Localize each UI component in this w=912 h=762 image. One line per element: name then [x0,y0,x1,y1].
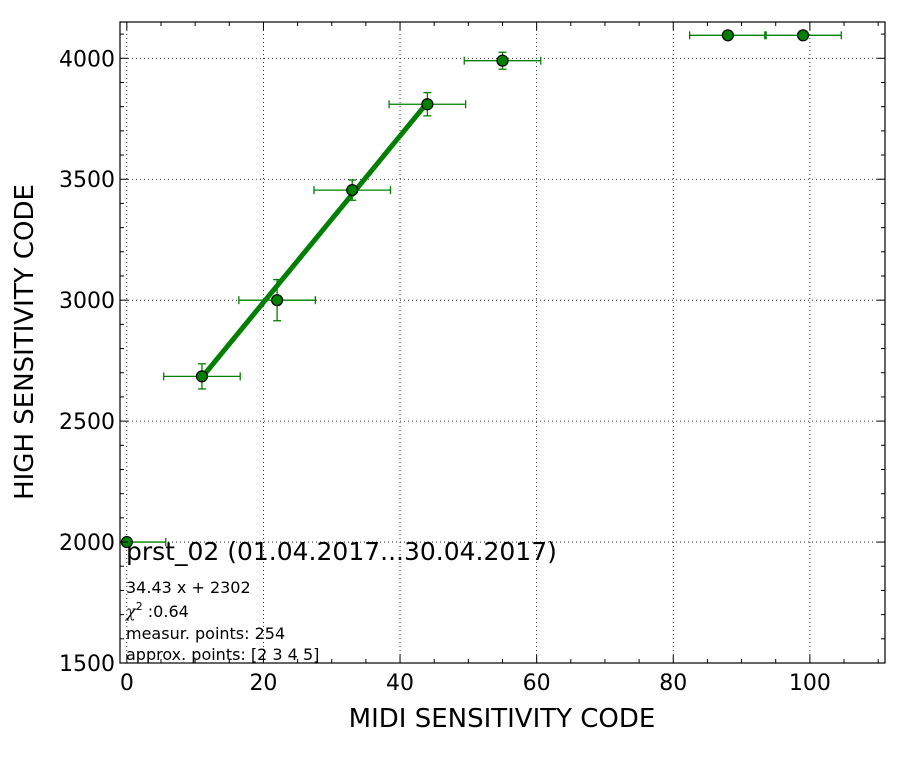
ticks: 0 20 40 60 80 100 1500 2000 2500 3000 3500 4000 [59,22,885,696]
annotation-title: prst_02 (01.04.2017...30.04.2017) [126,537,557,566]
y-tick-label: 3000 [59,289,115,314]
chi-superscript: 2 [136,600,143,613]
grid [120,22,885,663]
x-tick-label: 40 [386,671,414,696]
fit-line [199,100,430,380]
x-tick-label: 20 [249,671,277,696]
data-point [195,370,209,383]
plot-data [120,29,842,549]
data-point [270,294,284,307]
data-point [346,184,359,197]
y-axis-label: HIGH SENSITIVITY CODE [10,184,40,500]
x-axis-label: MIDI SENSITIVITY CODE [349,704,656,734]
y-tick-label: 2000 [59,531,115,556]
data-point [421,98,434,111]
data-point [496,54,509,67]
annotation-measur-points: measur. points: 254 [126,624,285,643]
x-tick-label: 100 [789,671,831,696]
annotation-chi2: χ2 :0.64 [125,600,189,621]
y-tick-label: 2500 [59,410,115,435]
y-tick-label: 4000 [59,47,115,72]
annotation-approx-points: approx. points: [2 3 4 5] [126,645,319,664]
annotation-fit-equation: 34.43 x + 2302 [126,578,251,597]
y-tick-label: 3500 [59,168,115,193]
chi-value: :0.64 [143,602,189,621]
plot-frame [119,21,886,664]
y-tick-label: 1500 [59,652,115,677]
annotation-block: prst_02 (01.04.2017...30.04.2017) 34.43 … [125,537,557,664]
x-tick-label: 60 [523,671,551,696]
chi-symbol: χ [125,602,137,621]
data-point [721,29,735,42]
x-tick-label: 80 [659,671,687,696]
x-tick-label: 0 [120,671,134,696]
data-point [796,29,810,42]
